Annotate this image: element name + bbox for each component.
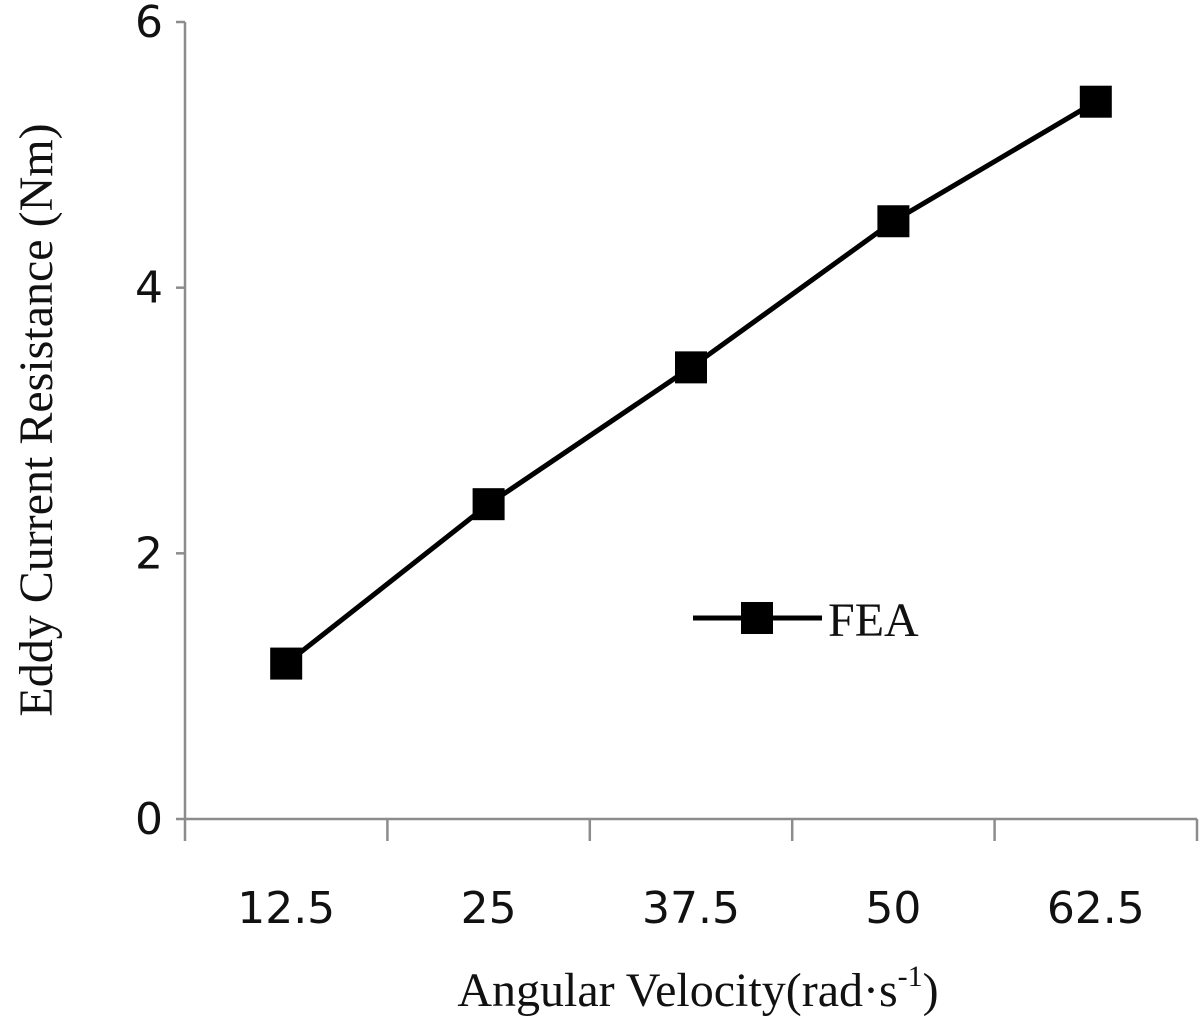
legend: FEA — [693, 594, 919, 647]
legend-marker-fea — [741, 602, 773, 634]
y-tick-label-3: 6 — [135, 0, 163, 48]
y-tick-label-0: 0 — [135, 794, 163, 845]
x-tick-label-0: 12.5 — [237, 883, 335, 934]
x-axis-title: Angular Velocity(rad·s-1) — [457, 960, 938, 1017]
axes — [183, 22, 1197, 821]
y-ticks: 0 2 4 6 — [135, 0, 185, 845]
data-point-0-0 — [270, 647, 303, 680]
x-tick-label-1: 25 — [461, 883, 517, 934]
x-tick-label-3: 50 — [865, 883, 921, 934]
data-point-0-1 — [472, 488, 505, 521]
y-axis-title: Eddy Current Resistance (Nm) — [10, 123, 63, 716]
y-tick-label-1: 2 — [135, 528, 163, 579]
x-tick-label-2: 37.5 — [642, 883, 740, 934]
x-axis-title-superscript: -1 — [898, 960, 923, 993]
data-point-0-4 — [1079, 85, 1112, 118]
data-point-0-3 — [877, 205, 910, 238]
y-tick-label-2: 4 — [135, 263, 163, 314]
x-axis-title-main: Angular Velocity(rad·s — [457, 964, 897, 1017]
x-tick-label-4: 62.5 — [1047, 883, 1145, 934]
data-point-0-2 — [675, 351, 707, 384]
series-layer — [270, 85, 1112, 680]
x-axis-title-suffix: ) — [923, 964, 939, 1017]
x-ticks: 12.5 25 37.5 50 62.5 — [183, 819, 1199, 934]
legend-label-fea: FEA — [828, 594, 919, 647]
